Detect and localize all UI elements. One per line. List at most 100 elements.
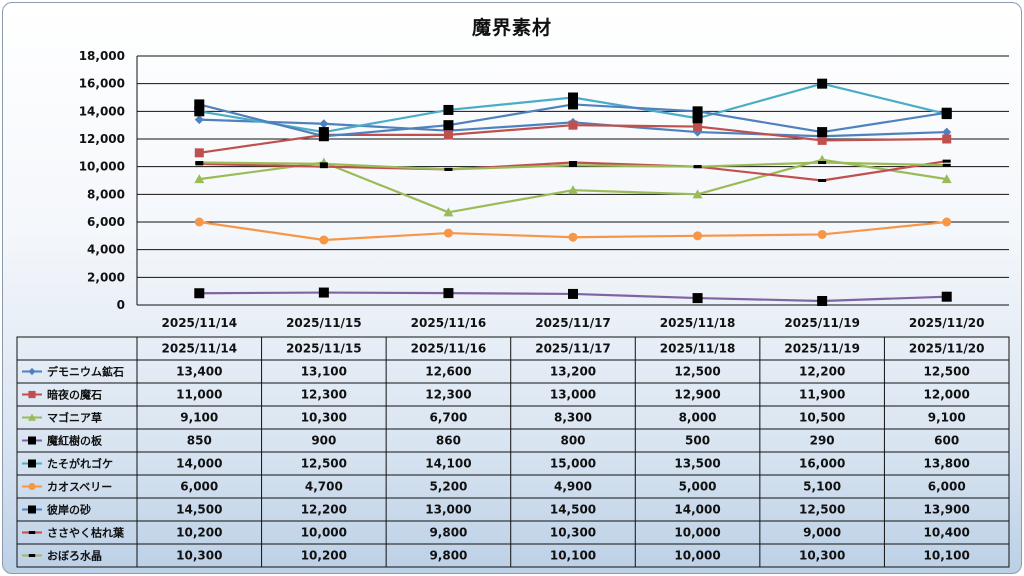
table-header-cell: 2025/11/18 bbox=[660, 342, 736, 356]
data-point-marker bbox=[28, 436, 36, 445]
table-value-cell: 10,100 bbox=[924, 549, 970, 563]
y-tick-label: 12,000 bbox=[79, 132, 125, 146]
table-value-cell: 10,300 bbox=[550, 526, 596, 540]
table-value-cell: 10,200 bbox=[176, 526, 222, 540]
y-tick-label: 16,000 bbox=[79, 77, 125, 91]
legend-label: デモニウム鉱石 bbox=[47, 365, 124, 379]
data-point-marker bbox=[443, 288, 454, 299]
legend-label: マゴニア草 bbox=[47, 411, 102, 425]
table-value-cell: 860 bbox=[436, 434, 461, 448]
data-point-marker bbox=[319, 162, 328, 166]
chart-title: 魔界素材 bbox=[471, 17, 552, 39]
data-point-marker bbox=[818, 161, 827, 165]
data-point-marker bbox=[194, 217, 204, 227]
legend-label: カオスベリー bbox=[47, 481, 112, 494]
data-point-marker bbox=[28, 531, 36, 534]
data-point-marker bbox=[569, 161, 577, 165]
table-value-cell: 500 bbox=[685, 434, 710, 448]
table-value-cell: 9,100 bbox=[180, 411, 218, 425]
y-tick-label: 14,000 bbox=[79, 104, 125, 118]
y-tick-label: 2,000 bbox=[87, 270, 125, 284]
table-value-cell: 12,900 bbox=[674, 388, 720, 402]
data-point-marker bbox=[568, 120, 578, 130]
table-value-cell: 5,100 bbox=[803, 480, 841, 494]
data-point-marker bbox=[693, 231, 703, 241]
table-value-cell: 10,200 bbox=[301, 549, 347, 563]
table-value-cell: 12,500 bbox=[674, 365, 720, 379]
table-header-cell: 2025/11/14 bbox=[162, 342, 238, 356]
data-point-marker bbox=[692, 189, 703, 199]
table-value-cell: 9,800 bbox=[429, 526, 467, 540]
data-point-marker bbox=[443, 228, 453, 238]
data-point-marker bbox=[28, 390, 36, 399]
data-point-marker bbox=[28, 367, 36, 376]
table-value-cell: 10,000 bbox=[674, 526, 720, 540]
data-point-marker bbox=[319, 119, 329, 129]
data-point-marker bbox=[443, 207, 454, 217]
data-point-marker bbox=[194, 99, 205, 110]
table-value-cell: 900 bbox=[311, 434, 336, 448]
data-point-marker bbox=[319, 165, 328, 169]
table-value-cell: 5,000 bbox=[679, 480, 717, 494]
data-point-marker bbox=[568, 232, 578, 242]
table-value-cell: 13,000 bbox=[550, 388, 596, 402]
table-value-cell: 4,900 bbox=[554, 480, 592, 494]
y-tick-label: 4,000 bbox=[87, 243, 125, 257]
table-value-cell: 6,000 bbox=[928, 480, 966, 494]
table-value-cell: 8,300 bbox=[554, 411, 592, 425]
legend-label: おぼろ水晶 bbox=[47, 549, 102, 563]
data-point-marker bbox=[817, 127, 828, 138]
data-point-marker bbox=[28, 413, 36, 421]
data-point-marker bbox=[692, 113, 703, 124]
data-point-marker bbox=[692, 293, 703, 304]
data-point-marker bbox=[693, 122, 703, 132]
data-point-marker bbox=[443, 120, 454, 131]
data-point-marker bbox=[942, 134, 952, 144]
data-point-marker bbox=[568, 99, 578, 110]
data-point-marker bbox=[318, 131, 329, 142]
table-value-cell: 290 bbox=[810, 434, 835, 448]
data-point-marker bbox=[194, 115, 204, 125]
table-header-cell: 2025/11/19 bbox=[784, 342, 860, 356]
table-value-cell: 800 bbox=[560, 434, 585, 448]
legend-label: 暗夜の魔石 bbox=[47, 388, 102, 402]
legend-label: 彼岸の砂 bbox=[47, 503, 91, 517]
legend-label: 魔紅樹の板 bbox=[47, 434, 103, 448]
data-point-marker bbox=[942, 217, 952, 227]
data-point-marker bbox=[568, 288, 578, 299]
data-point-marker bbox=[319, 235, 329, 245]
data-point-marker bbox=[194, 174, 205, 184]
data-point-marker bbox=[941, 291, 952, 302]
data-point-marker bbox=[28, 482, 36, 491]
table-value-cell: 10,500 bbox=[799, 411, 845, 425]
y-tick-label: 6,000 bbox=[87, 215, 125, 229]
table-value-cell: 9,800 bbox=[429, 549, 467, 563]
data-point-marker bbox=[692, 106, 703, 117]
table-value-cell: 4,700 bbox=[305, 480, 343, 494]
table-header-cell: 2025/11/15 bbox=[286, 342, 362, 356]
data-point-marker bbox=[194, 288, 205, 299]
table-value-cell: 14,000 bbox=[176, 457, 222, 471]
data-point-marker bbox=[568, 92, 578, 103]
axis-layer: 0 2,000 4,000 6,000 8,000 10,000 12,000 14,000 1… bbox=[79, 49, 985, 330]
table-value-cell: 13,100 bbox=[301, 365, 347, 379]
y-tick-label: 10,000 bbox=[79, 160, 125, 174]
data-point-marker bbox=[568, 185, 578, 195]
y-tick-label: 8,000 bbox=[87, 187, 125, 201]
data-point-marker bbox=[941, 107, 952, 118]
table-value-cell: 13,900 bbox=[924, 503, 970, 517]
x-tick-label: 2025/11/16 bbox=[411, 316, 487, 330]
table-value-cell: 6,700 bbox=[429, 411, 467, 425]
table-value-cell: 14,100 bbox=[425, 457, 471, 471]
data-point-marker bbox=[693, 165, 702, 169]
table-value-cell: 14,500 bbox=[176, 503, 222, 517]
table-value-cell: 8,000 bbox=[679, 411, 717, 425]
table-value-cell: 12,500 bbox=[924, 365, 970, 379]
table-header-cell: 2025/11/16 bbox=[411, 342, 487, 356]
table-value-cell: 12,200 bbox=[799, 365, 845, 379]
data-point-marker bbox=[817, 78, 828, 89]
data-point-marker bbox=[569, 163, 577, 167]
table-value-cell: 600 bbox=[934, 434, 959, 448]
table-value-cell: 10,100 bbox=[550, 549, 596, 563]
table-value-cell: 12,200 bbox=[301, 503, 347, 517]
